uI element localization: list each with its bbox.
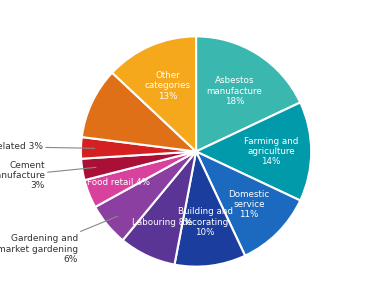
- Text: Farming and
agriculture
14%: Farming and agriculture 14%: [244, 137, 298, 166]
- Wedge shape: [112, 36, 196, 152]
- Wedge shape: [81, 137, 196, 159]
- Text: Building and
decorating
10%: Building and decorating 10%: [177, 208, 233, 237]
- Wedge shape: [196, 36, 300, 152]
- Wedge shape: [82, 73, 196, 152]
- Text: Asbestos
manufacture
18%: Asbestos manufacture 18%: [206, 76, 262, 106]
- Wedge shape: [196, 152, 300, 256]
- Text: Food retail 4%: Food retail 4%: [87, 178, 150, 187]
- Text: Labouring 8%: Labouring 8%: [132, 218, 193, 227]
- Text: Domestic
service
11%: Domestic service 11%: [228, 189, 269, 219]
- Text: Cement
manufacture
3%: Cement manufacture 3%: [0, 161, 96, 190]
- Wedge shape: [95, 152, 196, 240]
- Text: Canal related 3%: Canal related 3%: [0, 142, 95, 151]
- Wedge shape: [81, 152, 196, 180]
- Wedge shape: [84, 152, 196, 207]
- Text: Gardening and
market gardening
6%: Gardening and market gardening 6%: [0, 216, 118, 264]
- Wedge shape: [174, 152, 245, 267]
- Wedge shape: [196, 102, 311, 201]
- Text: Other
categories
13%: Other categories 13%: [145, 71, 191, 101]
- Wedge shape: [123, 152, 196, 265]
